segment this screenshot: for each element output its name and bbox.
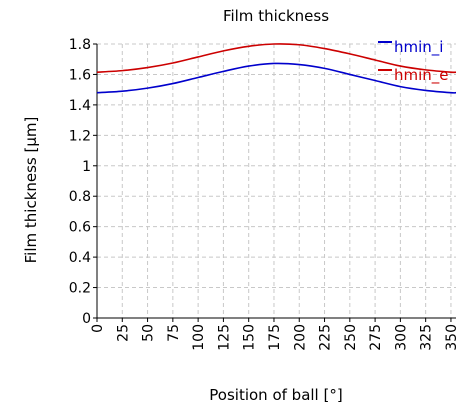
x-tick-label: 225 bbox=[318, 324, 334, 351]
grid bbox=[97, 43, 456, 318]
x-tick-label: 50 bbox=[141, 324, 157, 342]
legend-label: hmin_i bbox=[394, 38, 443, 57]
x-tick-label: 150 bbox=[242, 324, 258, 351]
y-tick-label: 1.6 bbox=[69, 67, 91, 83]
y-tick-label: 1 bbox=[82, 159, 91, 175]
x-tick-label: 325 bbox=[419, 324, 435, 351]
y-tick-label: 1.4 bbox=[69, 98, 91, 114]
axes: 0 0.2 0.4 0.6 0.8 1 1.2 1.4 1.6 1.8 0 25 50 75 100 125 1… bbox=[69, 37, 460, 351]
y-tick-label: 1.2 bbox=[69, 128, 91, 144]
x-tick-label: 200 bbox=[292, 324, 308, 351]
y-tick-label: 1.8 bbox=[69, 37, 91, 53]
x-tick-label: 250 bbox=[343, 324, 359, 351]
legend-label: hmin_e bbox=[394, 66, 449, 85]
series-line-hmin_e bbox=[96, 43, 457, 74]
x-tick-label: 100 bbox=[191, 324, 207, 351]
x-tick-label: 75 bbox=[166, 324, 182, 342]
x-tick-label: 175 bbox=[267, 324, 283, 351]
series-lines bbox=[96, 43, 457, 94]
x-tick-label: 300 bbox=[393, 324, 409, 351]
y-tick-label: 0.6 bbox=[69, 220, 91, 236]
x-tick-label: 275 bbox=[368, 324, 384, 351]
x-tick-label: 25 bbox=[115, 324, 131, 342]
y-tick-label: 0 bbox=[82, 311, 91, 327]
x-axis-label: Position of ball [°] bbox=[209, 386, 342, 404]
x-tick-label: 125 bbox=[216, 324, 232, 351]
x-tick-label: 350 bbox=[444, 324, 460, 351]
legend: hmin_i hmin_e bbox=[378, 38, 449, 85]
y-tick-label: 0.4 bbox=[69, 250, 91, 266]
x-tick-label: 0 bbox=[90, 324, 106, 333]
y-axis-label: Film thickness [µm] bbox=[22, 117, 40, 264]
series-line-hmin_i bbox=[96, 62, 457, 94]
y-tick-label: 0.8 bbox=[69, 189, 91, 205]
y-tick-label: 0.2 bbox=[69, 281, 91, 297]
chart-title: Film thickness bbox=[223, 7, 329, 25]
